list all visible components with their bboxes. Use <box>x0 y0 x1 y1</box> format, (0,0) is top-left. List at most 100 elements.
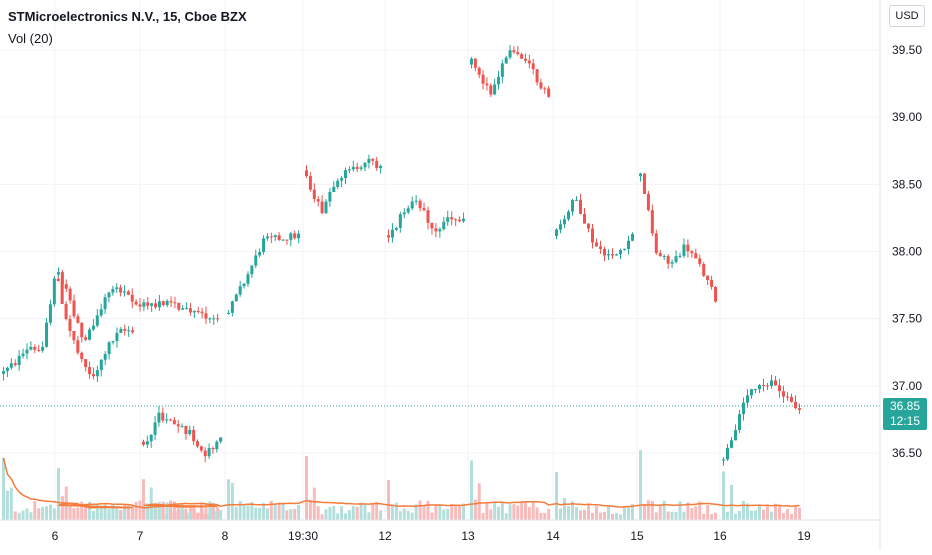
volume-bar <box>180 504 184 520</box>
volume-bar <box>103 504 107 520</box>
volume-indicator-label[interactable]: Vol (20) <box>8 31 53 46</box>
candle-body <box>332 186 336 193</box>
volume-bar <box>722 471 725 520</box>
volume-bar <box>410 512 414 520</box>
volume-bar <box>631 504 634 520</box>
volume-bar <box>95 504 99 520</box>
candle-body <box>351 166 355 170</box>
candle-body <box>99 359 103 371</box>
volume-bar <box>68 507 72 520</box>
candle-body <box>316 199 320 202</box>
candle-body <box>119 287 123 293</box>
volume-bar <box>111 509 115 520</box>
candle-body <box>165 300 169 306</box>
volume-bar <box>489 509 493 520</box>
candle-body <box>355 166 359 169</box>
candle-body <box>273 235 277 237</box>
candle-body <box>678 255 682 257</box>
volume-bar <box>690 508 694 520</box>
volume-bar <box>623 506 626 520</box>
candle-body <box>68 319 72 332</box>
volume-bar <box>627 507 630 520</box>
candle-body <box>123 328 127 331</box>
x-tick-label: 7 <box>137 529 144 543</box>
candle-body <box>547 88 551 97</box>
candle-body <box>262 238 266 252</box>
volume-ma-polyline <box>2 457 800 509</box>
last-price-tag: 36.85 12:15 <box>883 398 927 430</box>
volume-bar <box>446 508 450 520</box>
candle-body <box>5 367 9 372</box>
candle-body <box>543 88 547 90</box>
candle-body <box>258 251 262 256</box>
volume-bar <box>535 507 539 520</box>
volume-bar <box>336 513 340 520</box>
volume-bar <box>80 504 84 520</box>
candle-body <box>710 280 714 288</box>
x-tick-label: 14 <box>546 529 560 543</box>
candle-body <box>169 419 172 421</box>
candle-body <box>199 446 203 451</box>
candle-body <box>21 353 25 356</box>
candle-body <box>535 69 539 83</box>
candle-body <box>149 434 153 442</box>
volume-bar <box>320 514 324 520</box>
candle-body <box>504 57 508 64</box>
candle-body <box>485 83 489 86</box>
volume-bar <box>493 501 497 520</box>
y-tick-label: 39.50 <box>892 43 922 57</box>
candle-body <box>714 287 718 302</box>
candle-body <box>72 300 76 317</box>
candle-body <box>157 412 161 423</box>
volume-bar <box>430 512 434 520</box>
candle-body <box>250 265 254 275</box>
candle-body <box>786 396 789 398</box>
candle-body <box>363 162 367 168</box>
candle-body <box>145 441 149 445</box>
candle-body <box>48 304 52 323</box>
volume-bar <box>512 504 516 520</box>
candle-body <box>698 258 702 264</box>
candle-body <box>603 248 606 256</box>
candle-body <box>758 385 761 390</box>
volume-bar <box>84 507 88 520</box>
candle-body <box>639 173 642 177</box>
volume-bar <box>17 512 21 520</box>
candle-body <box>774 380 777 386</box>
candle-body <box>615 254 618 256</box>
candle-body <box>458 219 462 222</box>
volume-bar <box>29 512 33 520</box>
currency-badge[interactable]: USD <box>889 5 925 27</box>
candle-body <box>686 244 690 252</box>
candle-body <box>91 374 95 377</box>
volume-bar <box>547 508 551 520</box>
candle-body <box>371 158 375 161</box>
candle-body <box>406 208 410 213</box>
volume-bar <box>742 500 745 520</box>
candle-body <box>666 256 670 264</box>
candle-body <box>115 332 119 341</box>
volume-bar <box>48 504 52 520</box>
volume-bar <box>277 502 281 520</box>
candle-body <box>650 210 654 234</box>
candle-body <box>154 303 158 308</box>
candles <box>2 44 801 466</box>
candle-body <box>450 217 454 220</box>
symbol-title[interactable]: STMicroelectronics N.V., 15, Cboe BZX <box>8 9 247 24</box>
candle-body <box>320 201 324 214</box>
candle-body <box>215 441 219 450</box>
candle-body <box>623 248 626 251</box>
volume-bar <box>666 511 670 520</box>
volume-bar <box>57 468 60 520</box>
volume-bars <box>2 450 801 520</box>
candle-body <box>587 223 590 229</box>
volume-bar <box>516 505 520 520</box>
candle-body <box>599 246 602 249</box>
candle-body <box>181 308 185 310</box>
x-tick-label: 13 <box>461 529 475 543</box>
candle-body <box>68 288 72 301</box>
candle-body <box>746 395 749 403</box>
volume-bar <box>531 501 535 520</box>
